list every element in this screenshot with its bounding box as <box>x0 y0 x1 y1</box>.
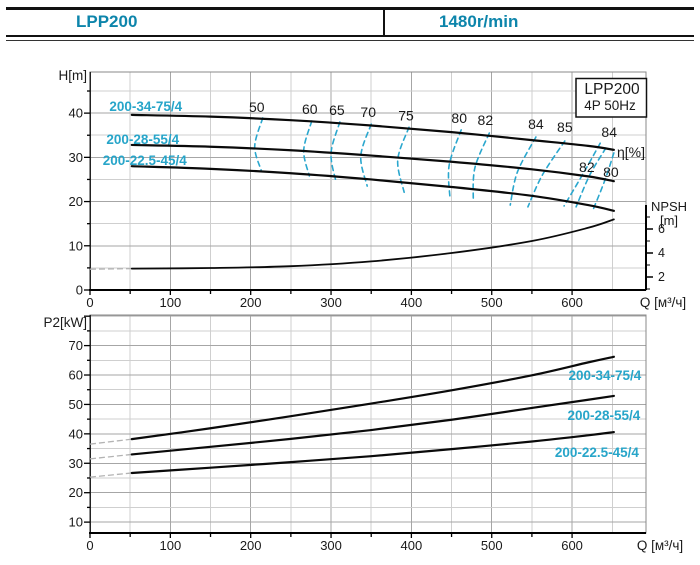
pump-model-title: LPP200 <box>76 12 138 31</box>
y-axis-title: H[m] <box>59 68 88 83</box>
efficiency-line-84 <box>563 142 602 207</box>
y-tick-label: 50 <box>69 397 83 412</box>
x-axis-title: Q [м³/ч] <box>637 538 683 553</box>
efficiency-axis-label: η[%] <box>617 144 645 160</box>
x-tick-label: 0 <box>86 295 93 310</box>
efficiency-line-82 <box>472 132 491 202</box>
x-tick-label: 300 <box>320 295 342 310</box>
pump-curve-200-28-55-4 <box>130 143 615 183</box>
npsh-tick-label: 4 <box>658 246 665 260</box>
efficiency-label-85: 85 <box>557 119 573 135</box>
y-tick-label: 30 <box>69 150 83 165</box>
efficiency-line-84 <box>509 136 537 206</box>
efficiency-label-82: 82 <box>579 159 595 175</box>
series-label-200-22.5-45-4: 200-22.5-45/4 <box>103 153 188 168</box>
pump-curve-200-34-75-4 <box>130 113 615 151</box>
chart-subtitle: 4P 50Hz <box>584 98 636 113</box>
x-tick-label: 500 <box>481 538 503 553</box>
efficiency-label-80: 80 <box>451 110 467 126</box>
x-tick-label: 400 <box>401 295 423 310</box>
y-tick-label: 40 <box>69 106 83 121</box>
header-rule-bottom <box>6 34 694 37</box>
plot-border <box>89 314 647 534</box>
header-rule-top <box>6 7 694 10</box>
chart-title-box <box>575 77 648 118</box>
y-tick-label: 70 <box>69 338 83 353</box>
series-label-200-34-75-4: 200-34-75/4 <box>109 99 182 114</box>
efficiency-label-82: 82 <box>478 112 494 128</box>
pump-curve-200-22.5-45-4 <box>130 165 615 212</box>
curve-lead-in-200-22.5-45-4 <box>89 472 132 478</box>
x-tick-label: 500 <box>481 295 503 310</box>
pump-speed-title: 1480r/min <box>439 12 519 31</box>
y-tick-label: 20 <box>69 485 83 500</box>
efficiency-label-50: 50 <box>249 99 265 115</box>
series-label-200-28-55-4: 200-28-55/4 <box>106 132 179 147</box>
x-tick-label: 400 <box>401 538 423 553</box>
efficiency-label-65: 65 <box>329 102 345 118</box>
pump-curve-200-22.5-45-4 <box>130 430 615 475</box>
x-tick-label: 100 <box>159 538 181 553</box>
x-tick-label: 200 <box>240 538 262 553</box>
efficiency-line-80 <box>447 129 463 199</box>
header-rule-thin <box>6 40 694 42</box>
efficiency-line-60 <box>302 120 313 177</box>
series-label-200-28-55-4: 200-28-55/4 <box>567 408 640 423</box>
npsh-tick-label: 6 <box>658 222 665 236</box>
efficiency-label-75: 75 <box>398 107 414 123</box>
y-tick-label: 30 <box>69 456 83 471</box>
efficiency-label-80: 80 <box>603 164 619 180</box>
x-tick-label: 0 <box>86 538 93 553</box>
y-tick-label: 10 <box>69 515 83 530</box>
chart-title: LPP200 <box>584 81 640 98</box>
curve-lead-in-200-28-55-4 <box>89 453 132 460</box>
npsh-curve <box>130 218 615 270</box>
series-label-200-22.5-45-4: 200-22.5-45/4 <box>555 445 640 460</box>
y-tick-label: 20 <box>69 194 83 209</box>
efficiency-label-60: 60 <box>302 101 318 117</box>
npsh-axis-unit: [m] <box>660 213 678 228</box>
y-tick-label: 60 <box>69 368 83 383</box>
npsh-axis-title: NPSH <box>651 199 687 214</box>
x-axis-title: Q [м³/ч] <box>640 295 686 310</box>
header-divider <box>383 7 385 37</box>
y-tick-label: 40 <box>69 426 83 441</box>
efficiency-label-84: 84 <box>528 116 544 132</box>
y-tick-label: 10 <box>69 238 83 253</box>
curve-lead-in-200-34-75-4 <box>89 438 132 445</box>
y-tick-label: 0 <box>76 283 83 298</box>
efficiency-label-70: 70 <box>360 104 376 120</box>
efficiency-line-65 <box>330 121 341 183</box>
x-tick-label: 600 <box>561 295 583 310</box>
series-label-200-34-75-4: 200-34-75/4 <box>568 368 641 383</box>
x-tick-label: 600 <box>561 538 583 553</box>
efficiency-line-82 <box>575 147 607 208</box>
x-tick-label: 100 <box>159 295 181 310</box>
x-tick-label: 200 <box>240 295 262 310</box>
efficiency-line-85 <box>527 140 566 208</box>
pump-curve-200-28-55-4 <box>130 394 615 456</box>
y-axis-title: P2[kW] <box>43 315 87 330</box>
npsh-curve-lead-in <box>89 267 132 270</box>
x-tick-label: 300 <box>320 538 342 553</box>
pump-curve-200-34-75-4 <box>130 355 615 441</box>
efficiency-label-84: 84 <box>601 124 617 140</box>
npsh-tick-label: 2 <box>658 270 665 284</box>
efficiency-line-50 <box>253 117 264 171</box>
